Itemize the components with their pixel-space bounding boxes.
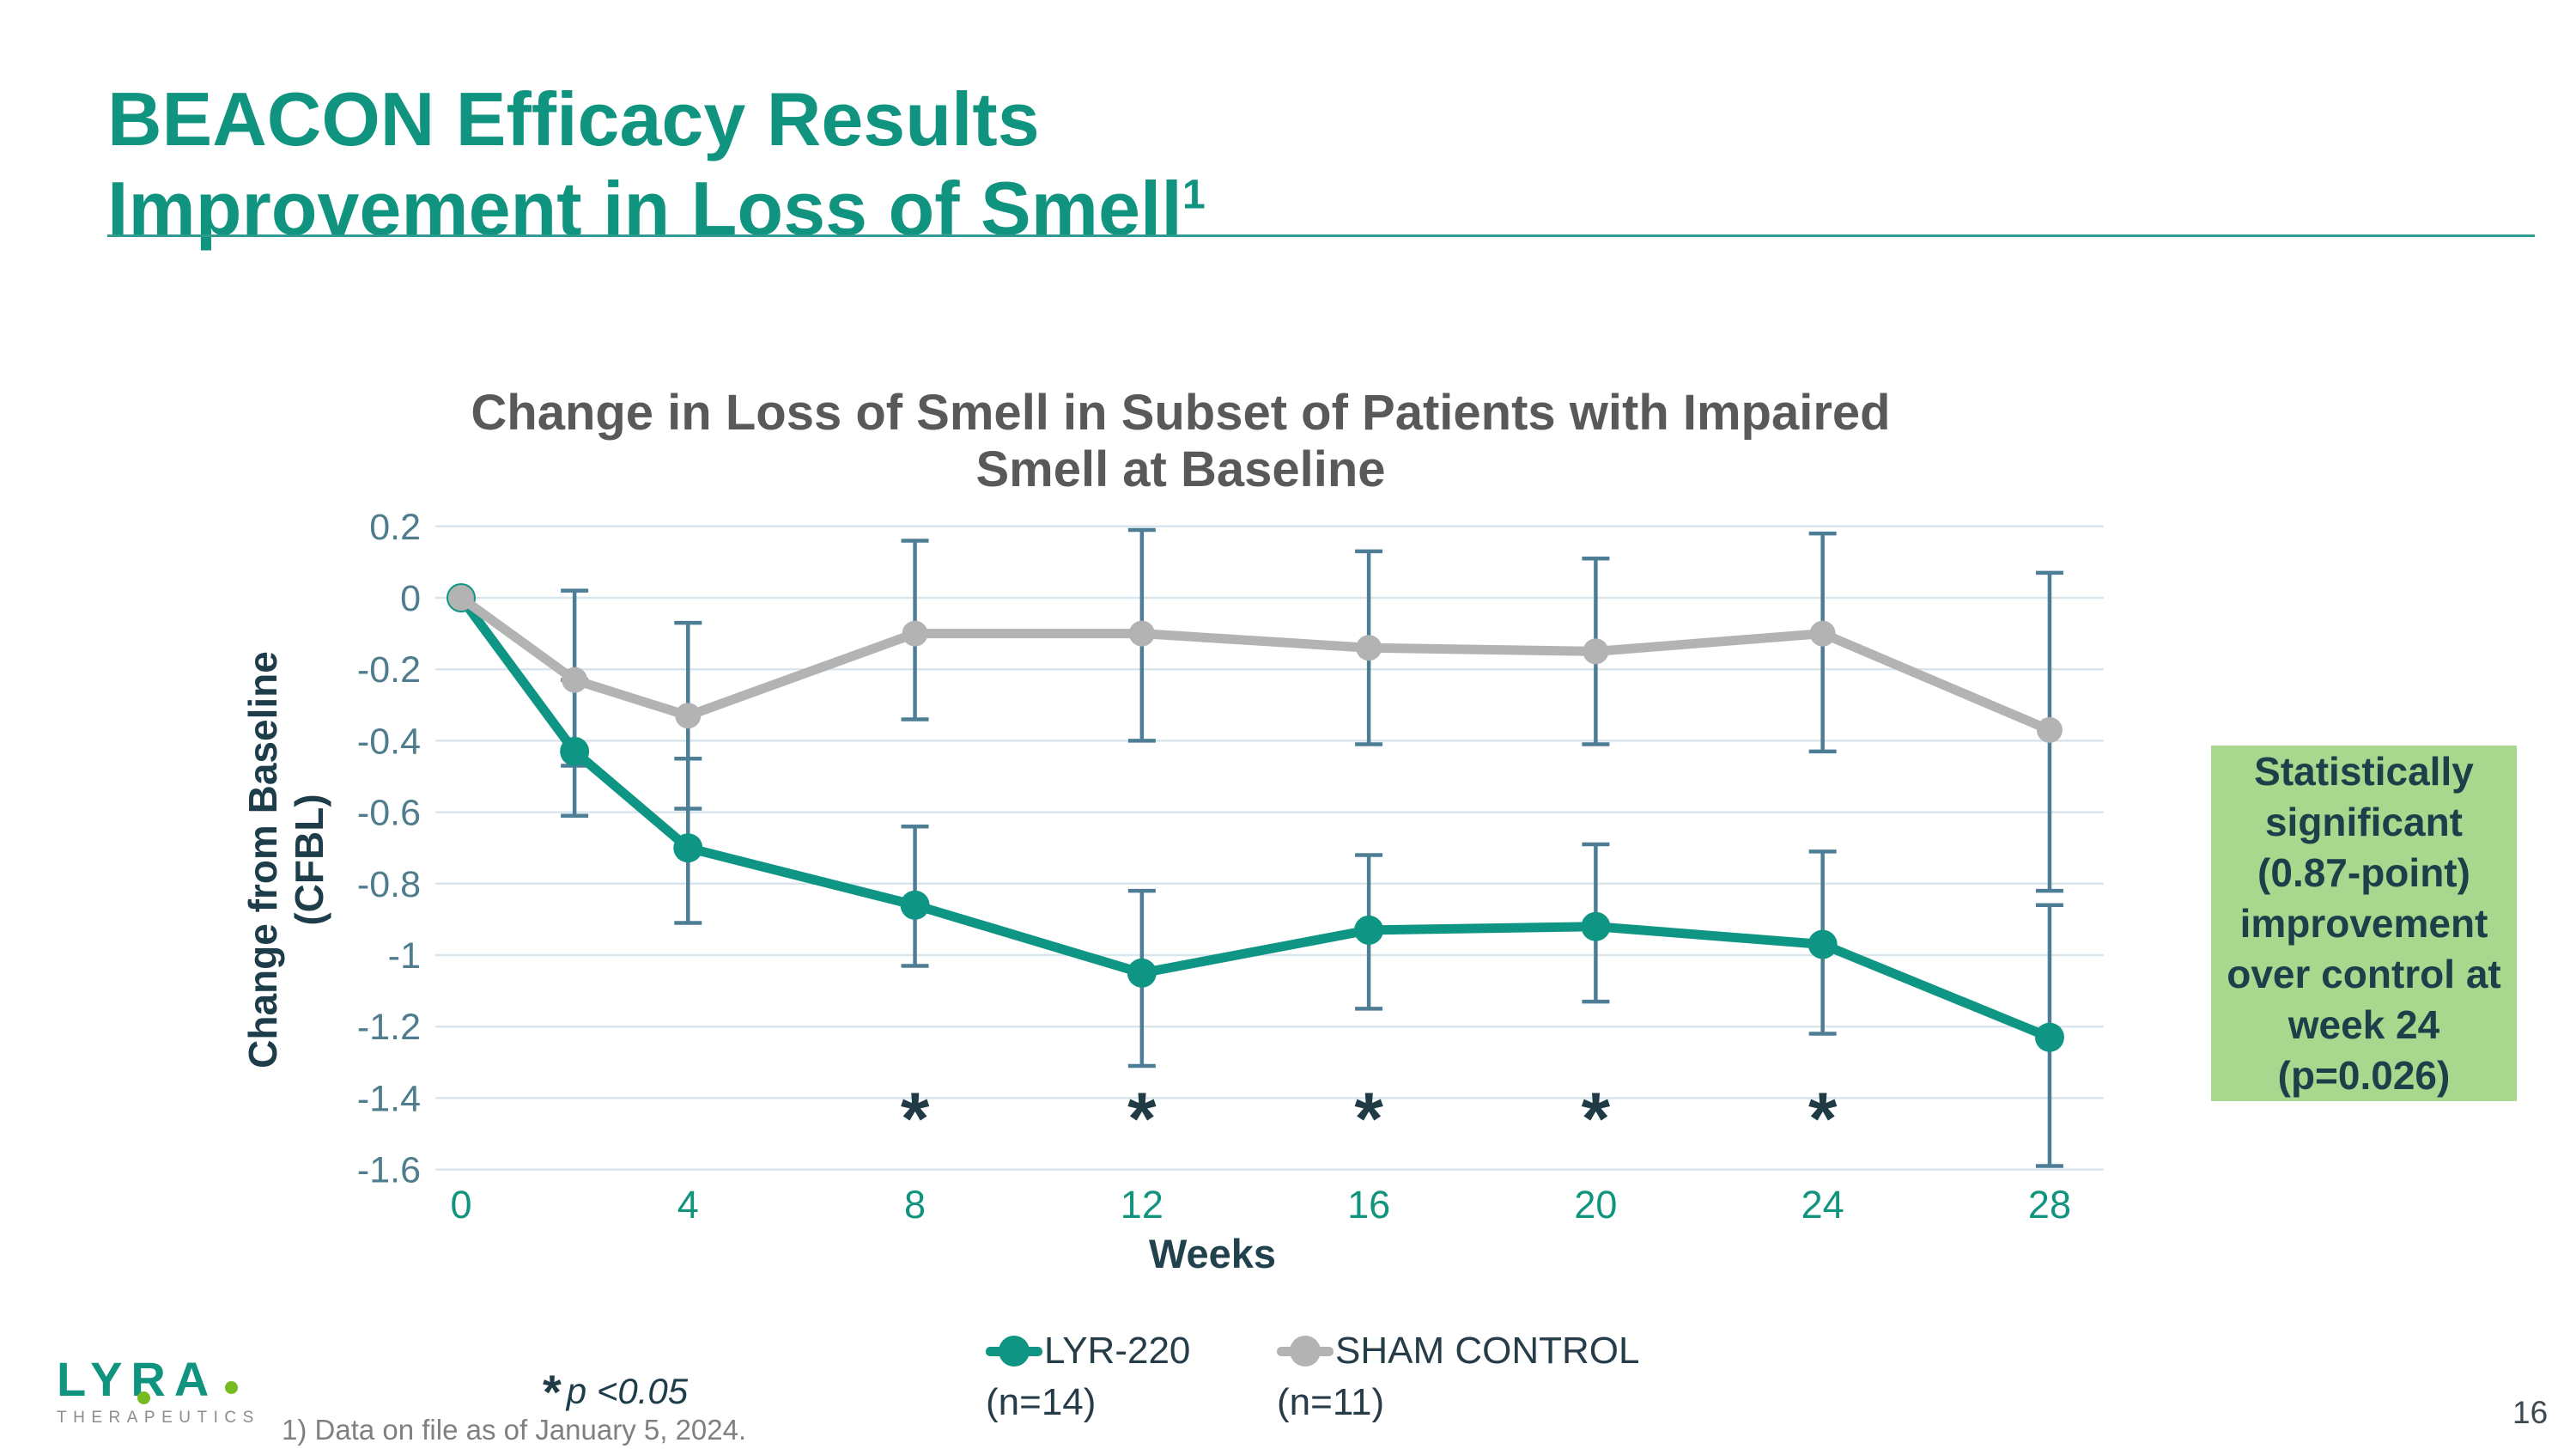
p-value-note: * p <0.05 — [543, 1364, 688, 1420]
chart-title: Change in Loss of Smell in Subset of Pat… — [471, 385, 1891, 497]
statistical-significance-callout: Statistically significant (0.87-point) i… — [2211, 746, 2517, 1101]
asterisk-glyph: * — [543, 1365, 562, 1419]
y-tick-labels: 0.2 0 -0.2 -0.4 -0.6 -0.8 -1 -1.2 -1.4 -1.6 — [357, 507, 421, 1191]
data-point — [562, 667, 588, 693]
data-point — [1809, 620, 1836, 647]
data-point — [560, 736, 590, 766]
significance-markers: * * * * * — [901, 1078, 1838, 1160]
series-line — [457, 594, 2052, 1042]
significance-asterisk: * — [1582, 1078, 1611, 1160]
legend-item-sham-control: SHAM CONTROL (n=11) — [1277, 1330, 1639, 1424]
legend-label: LYR-220 — [1044, 1330, 1191, 1372]
page-title-line-1: BEACON Efficacy Results — [107, 76, 1040, 161]
lyr220-series-marker — [986, 1335, 1042, 1367]
sham-series-marker — [1277, 1335, 1334, 1367]
legend-sample-size: (n=14) — [986, 1381, 1097, 1423]
legend-item-lyr220: LYR-220 (n=14) — [986, 1330, 1190, 1424]
logo-dot-icon — [225, 1381, 238, 1394]
x-tick-label: 0 — [450, 1183, 471, 1227]
page-title-line-2: Improvement in Loss of Smell1 — [107, 165, 1206, 251]
data-footnote: 1) Data on file as of January 5, 2024. — [282, 1414, 747, 1446]
efficacy-line-chart: 0.2 0 -0.2 -0.4 -0.6 -0.8 -1 -1.2 -1.4 -1.6 0 4 8 12 1… — [357, 507, 2104, 1276]
p-value-text: p <0.05 — [566, 1371, 689, 1411]
data-point — [1581, 911, 1611, 941]
y-tick-label: -1.6 — [357, 1150, 421, 1191]
y-tick-label: -0.2 — [357, 649, 421, 691]
data-point — [675, 703, 702, 729]
x-tick-label: 4 — [677, 1183, 699, 1227]
x-tick-label: 8 — [904, 1183, 926, 1227]
y-tick-label: -1.2 — [357, 1007, 421, 1048]
data-point — [900, 890, 930, 920]
logo-subtext: THERAPEUTICS — [57, 1409, 260, 1427]
y-tick-label: -0.4 — [357, 721, 421, 762]
x-tick-label: 20 — [1574, 1183, 1617, 1227]
title-divider — [107, 234, 2535, 237]
data-point — [902, 620, 928, 647]
data-point — [448, 585, 474, 611]
y-tick-label: -0.6 — [357, 793, 421, 834]
significance-asterisk: * — [1354, 1078, 1383, 1160]
y-tick-label: -1 — [388, 935, 421, 977]
data-point — [1128, 620, 1155, 647]
series-sham-control — [448, 585, 2063, 743]
x-tick-label: 28 — [2028, 1183, 2071, 1227]
gridlines — [435, 525, 2104, 1171]
data-point — [673, 833, 703, 863]
x-tick-label: 16 — [1347, 1183, 1390, 1227]
significance-asterisk: * — [1808, 1078, 1838, 1160]
logo-dot-icon — [137, 1391, 150, 1404]
x-tick-label: 24 — [1801, 1183, 1844, 1227]
logo-wordmark: LYRA — [57, 1352, 218, 1406]
legend-label: SHAM CONTROL — [1335, 1330, 1640, 1372]
data-point — [2034, 1022, 2064, 1052]
error-bars — [561, 527, 2063, 1168]
y-tick-label: 0 — [400, 578, 421, 619]
y-tick-label: -1.4 — [357, 1078, 421, 1119]
data-point — [1127, 958, 1157, 988]
data-point — [1583, 638, 1609, 665]
page-title: BEACON Efficacy Results Improvement in L… — [107, 75, 1206, 253]
x-tick-label: 12 — [1121, 1183, 1163, 1227]
x-axis-label: Weeks — [1149, 1231, 1276, 1276]
data-point — [1356, 635, 1382, 661]
y-axis-label: Change from Baseline (CFBL) — [240, 651, 331, 1068]
data-point — [2036, 716, 2063, 743]
significance-asterisk: * — [901, 1078, 930, 1160]
data-point — [1354, 915, 1384, 945]
legend-sample-size: (n=11) — [1277, 1381, 1385, 1423]
callout-text: Statistically significant (0.87-point) i… — [2227, 748, 2501, 1098]
title-footnote-ref: 1 — [1182, 171, 1206, 218]
significance-asterisk: * — [1127, 1078, 1157, 1160]
page-number: 16 — [2512, 1395, 2549, 1430]
y-tick-label: 0.2 — [369, 507, 421, 548]
y-tick-label: -0.8 — [357, 864, 421, 905]
data-point — [1807, 929, 1838, 959]
lyra-logo: LYRA THERAPEUTICS — [57, 1355, 280, 1428]
x-tick-labels: 0 4 8 12 16 20 24 28 — [450, 1183, 2071, 1227]
